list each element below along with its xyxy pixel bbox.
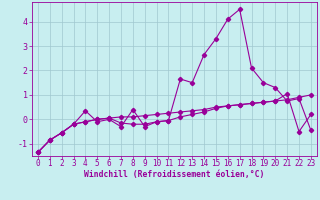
X-axis label: Windchill (Refroidissement éolien,°C): Windchill (Refroidissement éolien,°C) — [84, 170, 265, 179]
